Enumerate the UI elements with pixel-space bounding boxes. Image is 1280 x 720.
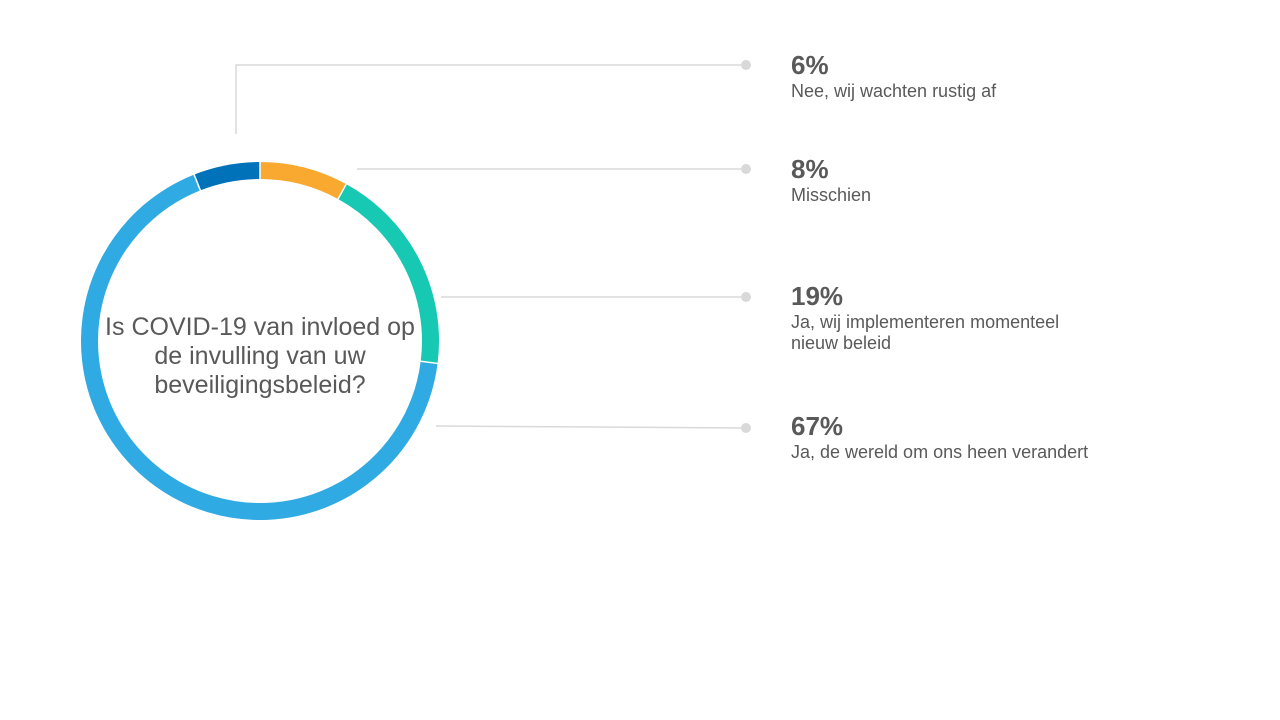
legend-item-misschien: 8% Misschien (791, 154, 1131, 206)
legend-value: 67% (791, 411, 844, 441)
legend-item-nee: 6% Nee, wij wachten rustig af (791, 50, 1131, 102)
slice-nee (194, 162, 261, 191)
leader-verandert-dot (741, 423, 751, 433)
legend-label: Nee, wij wachten rustig af (791, 81, 997, 101)
leader-misschien-dot (741, 164, 751, 174)
leader-nee-line (235, 64, 746, 134)
leader-verandert-line (435, 425, 747, 429)
slice-implementeren (337, 184, 439, 364)
legend-item-verandert: 67% Ja, de wereld om ons heen verandert (791, 411, 1131, 463)
slice-separator (419, 360, 439, 365)
chart-title: Is COVID-19 van invloed op de invulling … (105, 313, 415, 399)
leader-implementeren-dot (741, 292, 751, 302)
slice-separator (336, 182, 348, 201)
legend-value: 8% (791, 154, 829, 184)
legend-value: 6% (791, 50, 829, 80)
leader-nee-dot (741, 60, 751, 70)
legend-value: 19% (791, 281, 844, 311)
slice-separator (193, 173, 202, 192)
legend-item-implementeren: 19% Ja, wij implementeren momenteel nieu… (791, 281, 1091, 354)
legend-label: Misschien (791, 185, 872, 205)
legend-label: Ja, de wereld om ons heen verandert (791, 442, 1089, 462)
legend-label: Ja, wij implementeren momenteel nieuw be… (791, 312, 1060, 353)
slice-misschien (259, 162, 347, 200)
slice-verandert (81, 174, 438, 520)
